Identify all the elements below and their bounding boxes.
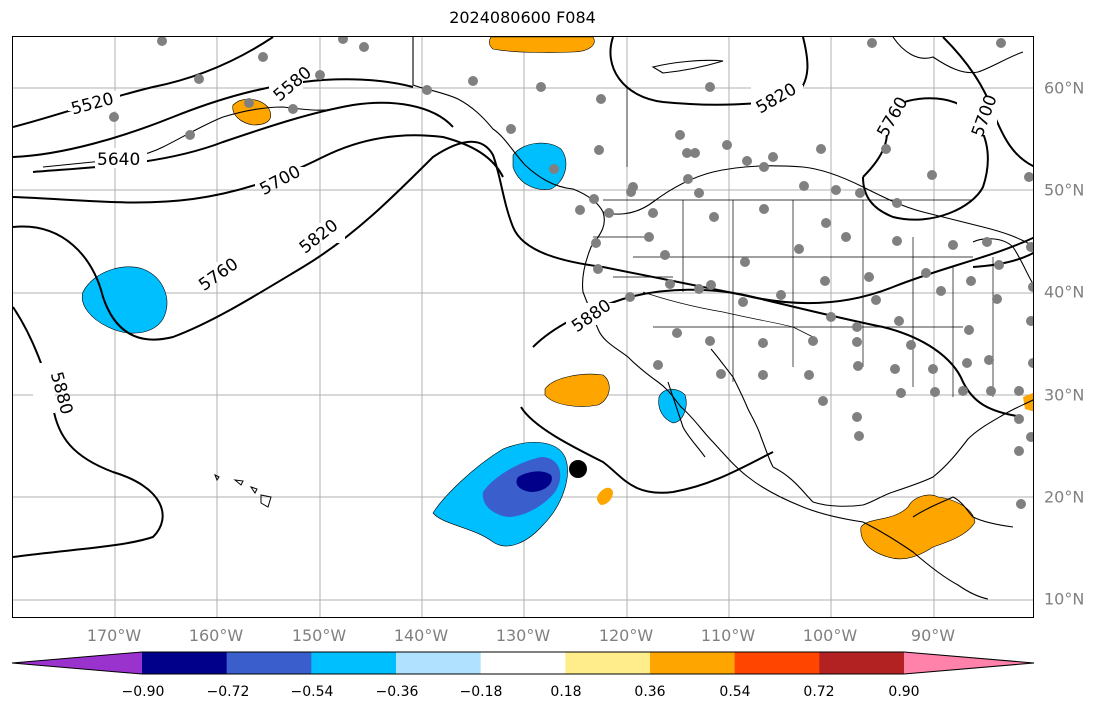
blue-anomaly-west [81, 266, 168, 334]
lon-label: 100°W [802, 626, 858, 645]
orange-anomaly-offshore [544, 373, 610, 407]
lon-label: 90°W [910, 626, 956, 645]
lon-label: 110°W [700, 626, 756, 645]
colorbar-tick-label: 0.90 [888, 684, 920, 700]
colorbar-segment [142, 652, 228, 674]
colorbar-tick-label: −0.54 [290, 684, 334, 700]
colorbar-segment [311, 652, 397, 674]
contour-label: 5760 [195, 254, 242, 295]
colorbar-tick-label: 0.54 [719, 684, 751, 700]
highlight-point [569, 460, 587, 478]
contour-label: 5580 [270, 63, 316, 106]
lat-label: 40°N [1044, 282, 1085, 302]
lat-label: 20°N [1044, 487, 1085, 507]
colorbar-segment [226, 652, 312, 674]
colorbar-segment [819, 652, 905, 674]
colorbar-tick-label: −0.36 [375, 684, 419, 700]
orange-anomaly-central-america [860, 494, 976, 560]
colorbar-tick-label: 0.18 [550, 684, 582, 700]
colorbar-tick-label: 0.36 [634, 684, 666, 700]
map-panel: 5520 5580 5640 5700 5760 5820 5880 5820 … [12, 36, 1034, 618]
colorbar [11, 651, 1035, 675]
lon-label: 120°W [598, 626, 654, 645]
colorbar-segment [650, 652, 736, 674]
islands [214, 473, 272, 508]
lon-label: 150°W [291, 626, 347, 645]
colorbar-tick-label: −0.18 [459, 684, 503, 700]
colorbar-tick-label: −0.72 [206, 684, 250, 700]
anomaly-shading [81, 37, 1033, 560]
map-canvas: 5520 5580 5640 5700 5760 5820 5880 5820 … [13, 37, 1033, 617]
lon-label: 130°W [495, 626, 551, 645]
blue-anomaly-bc [512, 142, 567, 190]
colorbar-tick-label: −0.90 [121, 684, 165, 700]
colorbar-segment [396, 652, 482, 674]
colorbar-segment [565, 652, 651, 674]
navy-anomaly-core [516, 471, 552, 492]
political-borders [593, 88, 994, 397]
colorbar-segment [734, 652, 820, 674]
map-title: 2024080600 F084 [449, 8, 596, 27]
contour-label: 5880 [568, 296, 615, 337]
lon-label: 140°W [393, 626, 449, 645]
colorbar-tick-label: 0.72 [803, 684, 835, 700]
lon-label: 170°W [86, 626, 142, 645]
lat-label: 10°N [1044, 589, 1085, 609]
height-contours [13, 37, 1033, 558]
orange-anomaly-north [489, 37, 595, 53]
colorbar-segment [480, 652, 566, 674]
station-markers [109, 37, 1033, 509]
contour-label: 5820 [296, 216, 342, 258]
colorbar-extend-high [904, 652, 1034, 674]
lon-label: 160°W [188, 626, 244, 645]
lat-label: 60°N [1044, 78, 1085, 98]
colorbar-outline [11, 651, 1035, 675]
lat-label: 30°N [1044, 385, 1085, 405]
contour-label: 5640 [97, 150, 140, 170]
orange-anomaly-small [597, 487, 613, 505]
colorbar-extend-low [12, 652, 142, 674]
lat-label: 50°N [1044, 180, 1085, 200]
